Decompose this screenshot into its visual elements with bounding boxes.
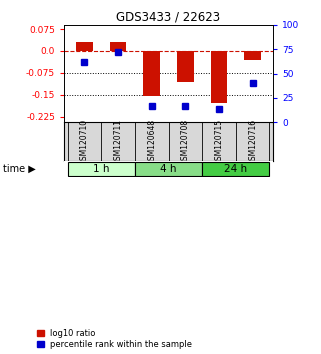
Text: time ▶: time ▶ xyxy=(3,164,36,174)
Bar xyxy=(211,51,227,103)
Bar xyxy=(244,51,261,60)
Bar xyxy=(177,51,194,81)
Text: 1 h: 1 h xyxy=(93,164,109,174)
Bar xyxy=(202,162,270,176)
Bar xyxy=(135,162,202,176)
Legend: log10 ratio, percentile rank within the sample: log10 ratio, percentile rank within the … xyxy=(36,328,193,350)
Bar xyxy=(143,51,160,96)
Title: GDS3433 / 22623: GDS3433 / 22623 xyxy=(117,11,221,24)
Bar xyxy=(67,162,135,176)
Text: 4 h: 4 h xyxy=(160,164,177,174)
Text: GSM120648: GSM120648 xyxy=(147,119,156,165)
Text: GSM120708: GSM120708 xyxy=(181,119,190,165)
Text: GSM120710: GSM120710 xyxy=(80,119,89,165)
Text: GSM120715: GSM120715 xyxy=(214,119,223,165)
Text: GSM120716: GSM120716 xyxy=(248,119,257,165)
Bar xyxy=(110,42,126,51)
Text: 24 h: 24 h xyxy=(224,164,247,174)
Bar xyxy=(76,42,93,51)
Text: GSM120711: GSM120711 xyxy=(114,119,123,165)
